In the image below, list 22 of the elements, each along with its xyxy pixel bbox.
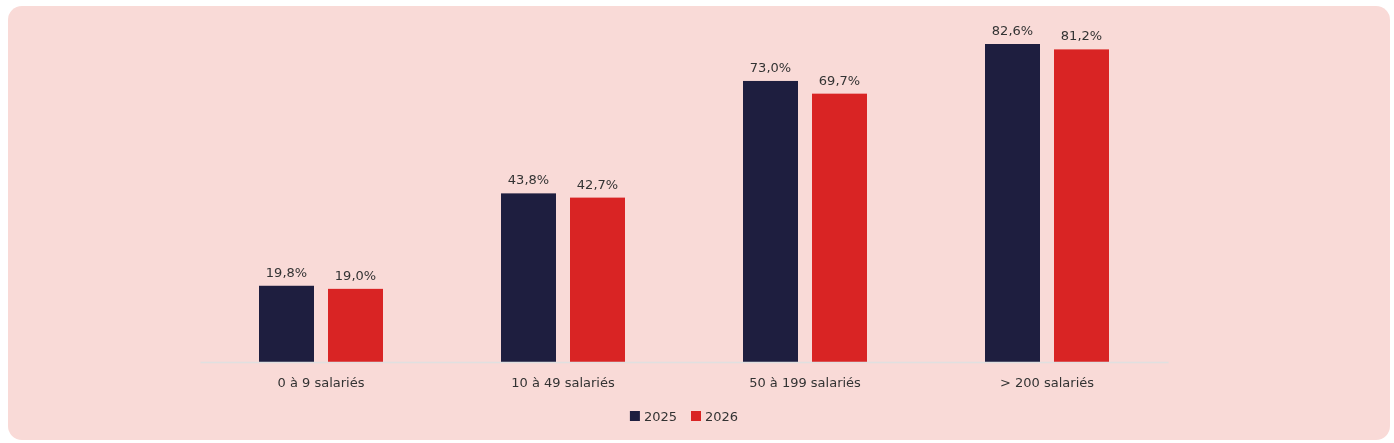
x-tick-label: > 200 salariés bbox=[999, 375, 1095, 391]
data-label: 73,0% bbox=[749, 59, 792, 75]
data-label: 42,7% bbox=[576, 176, 619, 192]
data-label: 19,0% bbox=[334, 267, 377, 283]
data-label: 69,7% bbox=[818, 72, 861, 88]
x-tick-label: 10 à 49 salariés bbox=[511, 375, 615, 391]
bar bbox=[259, 285, 314, 362]
bar bbox=[743, 80, 798, 362]
data-label: 81,2% bbox=[1060, 28, 1103, 44]
bar bbox=[501, 193, 556, 362]
bar bbox=[1054, 49, 1109, 362]
data-label: 82,6% bbox=[991, 23, 1034, 38]
bar bbox=[328, 288, 383, 362]
data-label: 43,8% bbox=[507, 172, 550, 188]
legend-label: 2026 bbox=[705, 409, 739, 424]
bar bbox=[985, 44, 1040, 362]
x-tick-label: 0 à 9 salariés bbox=[277, 375, 365, 391]
bar bbox=[812, 93, 867, 362]
legend-label: 2025 bbox=[643, 409, 677, 424]
bar bbox=[570, 197, 625, 362]
x-tick-label: 50 à 199 salariés bbox=[749, 375, 862, 391]
data-label: 19,8% bbox=[265, 264, 308, 280]
